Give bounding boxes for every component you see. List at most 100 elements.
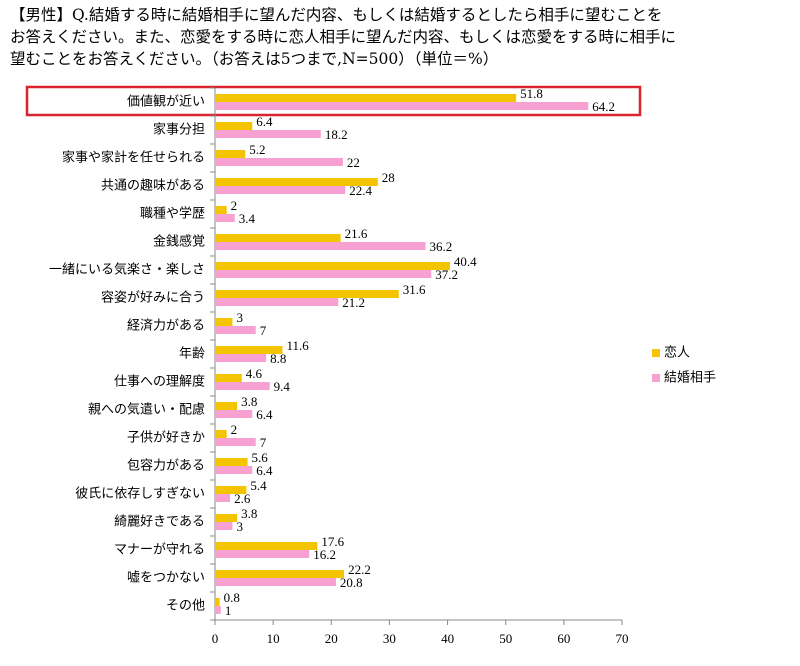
- chart-title: 【男性】Q.結婚する時に結婚相手に望んだ内容、もしくは結婚するとしたら相手に望む…: [10, 6, 662, 24]
- y-tick-label: 綺麗好きである: [114, 514, 205, 530]
- bar: [215, 270, 432, 278]
- bar: [215, 466, 253, 474]
- value-label: 22.2: [348, 562, 371, 577]
- bar: [215, 326, 256, 334]
- y-tick-label: マナーが守れる: [114, 543, 205, 558]
- bar: [215, 514, 238, 522]
- bar: [215, 606, 221, 614]
- y-tick-label: 一緒にいる気楽さ・楽しさ: [49, 262, 205, 278]
- x-tick-label: 60: [557, 631, 570, 646]
- value-label: 2: [231, 198, 238, 213]
- x-tick-label: 0: [212, 631, 219, 646]
- value-label: 21.2: [342, 295, 365, 310]
- y-tick-label: 仕事への理解度: [114, 374, 205, 390]
- value-label: 21.6: [345, 226, 368, 241]
- value-label: 6.4: [256, 407, 273, 422]
- bar: [215, 486, 247, 494]
- value-label: 11.6: [286, 338, 309, 353]
- x-tick-label: 50: [499, 631, 512, 646]
- value-label: 8.8: [270, 351, 286, 366]
- value-label: 3.8: [241, 394, 257, 409]
- value-label: 64.2: [592, 99, 615, 114]
- x-tick-label: 10: [267, 631, 280, 646]
- bar: [215, 346, 283, 354]
- bar: [215, 494, 231, 502]
- value-label: 37.2: [435, 267, 458, 282]
- highlight-box: [25, 85, 642, 117]
- x-tick-label: 70: [616, 631, 629, 646]
- chart-title: お答えください。また、恋愛をする時に恋人相手に望んだ内容、もしくは恋愛をする時に…: [10, 27, 676, 46]
- legend-label: 結婚相手: [664, 371, 716, 386]
- value-label: 0.8: [224, 590, 240, 605]
- value-label: 2.6: [234, 491, 251, 506]
- y-tick-label: 職種や学歴: [140, 206, 205, 222]
- bar: [215, 598, 220, 606]
- bar: [215, 522, 233, 530]
- bar: [215, 206, 227, 214]
- bar: [215, 458, 248, 466]
- y-tick-label: 共通の趣味がある: [101, 179, 205, 194]
- value-label: 3.8: [241, 506, 257, 521]
- bar: [215, 242, 426, 250]
- y-tick-label: 家事や家計を任せられる: [62, 150, 205, 166]
- y-tick-label: 包容力がある: [127, 458, 205, 474]
- y-tick-label: 親への気遣い・配慮: [88, 402, 205, 418]
- y-tick-label: その他: [166, 599, 205, 614]
- bar: [215, 382, 270, 390]
- x-tick-label: 30: [383, 631, 396, 646]
- x-tick-label: 40: [441, 631, 454, 646]
- bar: [215, 438, 256, 446]
- value-label: 4.6: [246, 366, 263, 381]
- bar: [215, 94, 517, 102]
- value-label: 36.2: [429, 239, 452, 254]
- bar: [215, 178, 378, 186]
- bar: [215, 410, 253, 418]
- bar: [215, 374, 242, 382]
- value-label: 28: [382, 170, 395, 185]
- legend-swatch: [652, 374, 660, 382]
- value-label: 3: [236, 519, 243, 534]
- y-tick-label: 容姿が好みに合う: [101, 290, 205, 306]
- bar: [215, 158, 343, 166]
- value-label: 2: [231, 422, 238, 437]
- bar: [215, 570, 345, 578]
- value-label: 20.8: [340, 575, 363, 590]
- value-label: 5.6: [252, 450, 269, 465]
- y-tick-label: 経済力がある: [127, 318, 205, 334]
- bar: [215, 542, 318, 550]
- bar: [215, 234, 341, 242]
- legend-swatch: [652, 349, 660, 357]
- value-label: 31.6: [403, 282, 426, 297]
- y-tick-label: 子供が好きか: [127, 431, 205, 446]
- bar: [215, 430, 227, 438]
- bar: [215, 290, 399, 298]
- value-label: 7: [260, 323, 267, 338]
- x-tick-label: 20: [325, 631, 338, 646]
- y-tick-label: 価値観が近い: [127, 94, 205, 110]
- chart-title: 望むことをお答えください。（お答えは5つまで,N=500）（単位＝%）: [10, 50, 498, 68]
- value-label: 5.2: [249, 142, 265, 157]
- y-tick-label: 彼氏に依存しすぎない: [75, 487, 205, 502]
- value-label: 3: [236, 310, 243, 325]
- value-label: 9.4: [274, 379, 291, 394]
- bar: [215, 402, 238, 410]
- value-label: 6.4: [256, 463, 273, 478]
- bar: [215, 186, 346, 194]
- value-label: 6.4: [256, 114, 273, 129]
- y-tick-label: 家事分担: [153, 122, 205, 138]
- value-label: 18.2: [325, 127, 348, 142]
- value-label: 5.4: [250, 478, 267, 493]
- bar: [215, 578, 336, 586]
- bar: [215, 150, 246, 158]
- value-label: 7: [260, 435, 267, 450]
- bar: [215, 318, 233, 326]
- bar: [215, 102, 589, 110]
- value-label: 16.2: [313, 547, 336, 562]
- bar: [215, 214, 235, 222]
- bar: [215, 550, 310, 558]
- y-tick-label: 金銭感覚: [153, 234, 205, 250]
- value-label: 17.6: [321, 534, 344, 549]
- value-label: 3.4: [239, 211, 256, 226]
- value-label: 22.4: [349, 183, 372, 198]
- value-label: 1: [225, 603, 232, 618]
